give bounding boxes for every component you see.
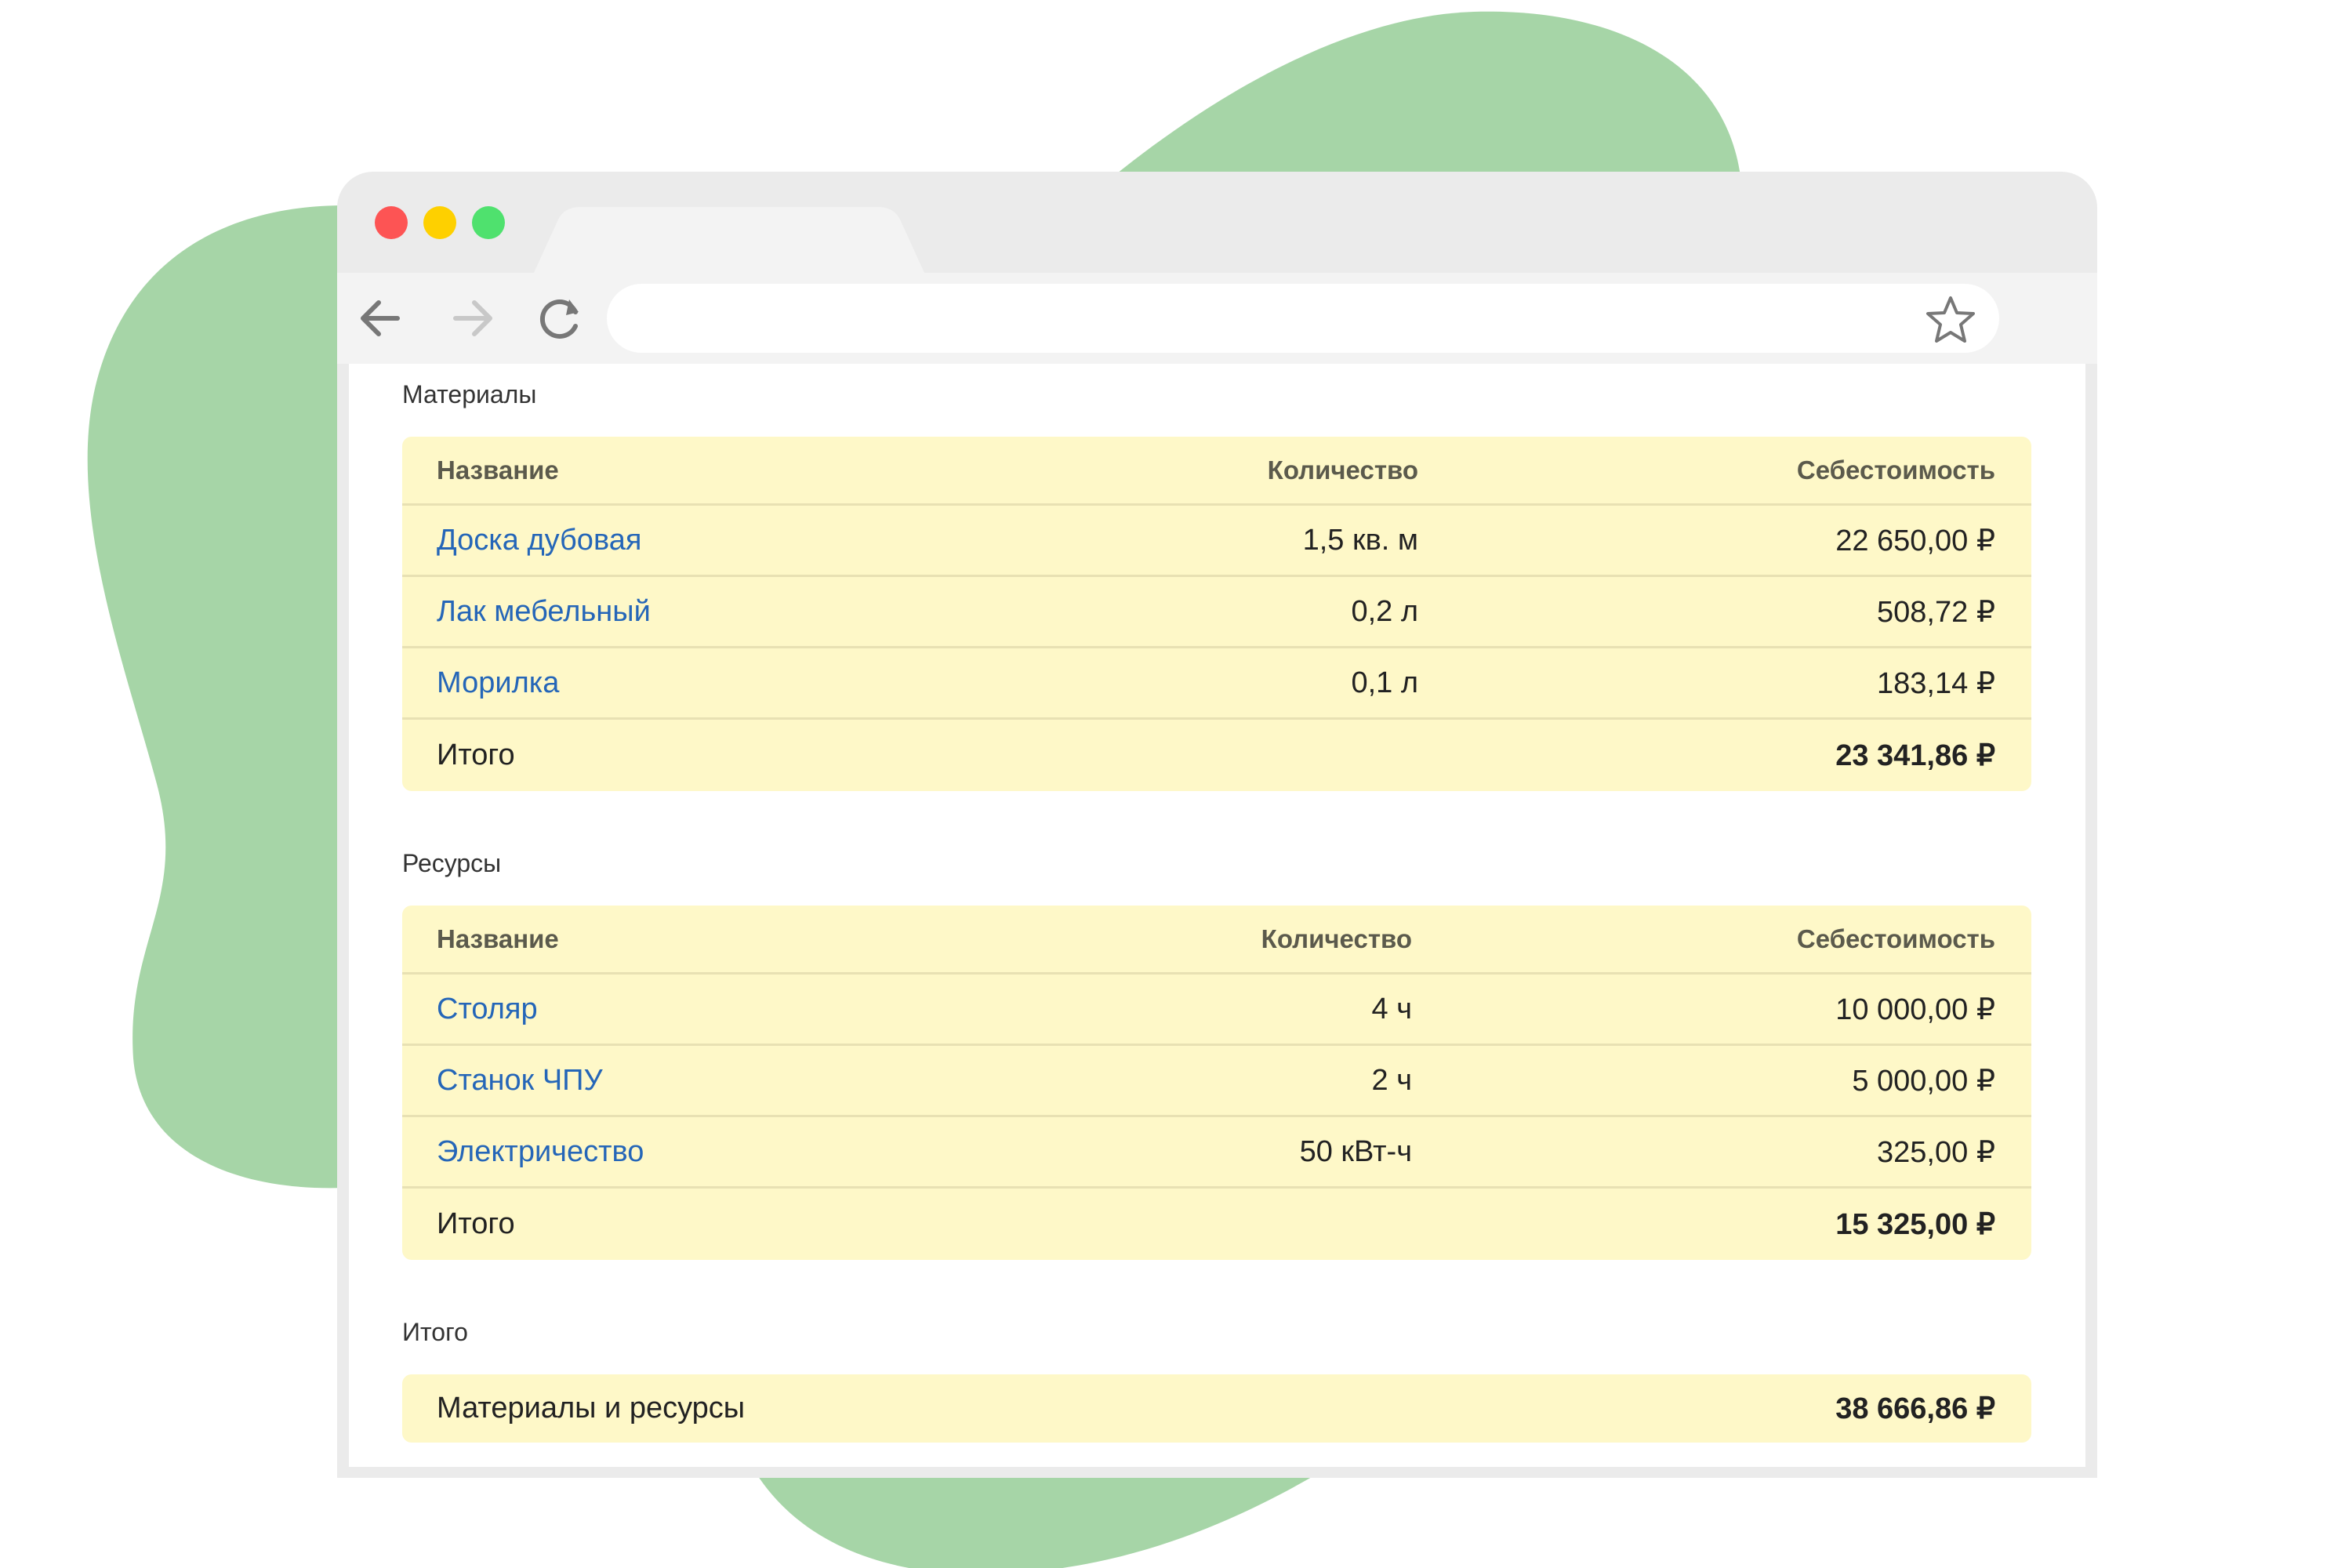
materials-title: Материалы [402, 380, 537, 408]
blob-top [1113, 11, 1740, 176]
item-qty: 2 ч [1371, 1063, 1413, 1097]
header-cost: Себестоимость [1796, 455, 1995, 485]
browser-tab[interactable] [533, 205, 925, 276]
table-row: Морилка 0,1 л 183,14 ₽ [402, 648, 2031, 720]
item-qty: 0,1 л [1351, 666, 1418, 699]
item-link[interactable]: Станок ЧПУ [437, 1063, 603, 1097]
item-link[interactable]: Лак мебельный [437, 594, 651, 628]
item-link[interactable]: Электричество [437, 1134, 644, 1168]
resources-title: Ресурсы [402, 849, 502, 877]
star-icon[interactable] [1926, 295, 1976, 345]
total-label: Итого [437, 1207, 515, 1240]
maximize-window-button[interactable] [472, 206, 505, 239]
summary-table: Материалы и ресурсы 38 666,86 ₽ [402, 1374, 2031, 1443]
reload-icon[interactable] [538, 295, 585, 342]
header-qty: Количество [1261, 924, 1412, 953]
blob-bottom [757, 1474, 1317, 1568]
total-label: Итого [437, 739, 515, 771]
back-arrow-icon[interactable] [357, 295, 404, 342]
item-cost: 10 000,00 ₽ [1835, 993, 1995, 1026]
summary-label: Материалы и ресурсы [437, 1392, 746, 1425]
summary-title: Итого [402, 1318, 468, 1346]
total-row: Итого 23 341,86 ₽ [402, 720, 2031, 791]
header-qty: Количество [1267, 455, 1418, 485]
header-name: Название [437, 924, 559, 953]
summary-cost: 38 666,86 ₽ [1835, 1392, 1995, 1425]
total-cost: 15 325,00 ₽ [1835, 1208, 1995, 1241]
item-cost: 183,14 ₽ [1877, 666, 1995, 700]
item-qty: 0,2 л [1351, 594, 1418, 628]
total-cost: 23 341,86 ₽ [1835, 739, 1995, 772]
address-bar[interactable] [607, 284, 1999, 353]
header-cost: Себестоимость [1796, 924, 1995, 953]
table-row: Доска дубовая 1,5 кв. м 22 650,00 ₽ [402, 506, 2031, 577]
item-link[interactable]: Столяр [437, 992, 538, 1025]
item-cost: 508,72 ₽ [1877, 595, 1995, 629]
item-link[interactable]: Морилка [437, 666, 560, 699]
minimize-window-button[interactable] [423, 206, 456, 239]
table-row: Лак мебельный 0,2 л 508,72 ₽ [402, 577, 2031, 648]
item-qty: 1,5 кв. м [1302, 523, 1418, 557]
item-qty: 50 кВт-ч [1299, 1134, 1412, 1168]
close-window-button[interactable] [375, 206, 408, 239]
total-row: Итого 15 325,00 ₽ [402, 1189, 2031, 1260]
table-row: Станок ЧПУ 2 ч 5 000,00 ₽ [402, 1046, 2031, 1117]
blob-left [87, 205, 345, 1189]
table-header: Название Количество Себестоимость [402, 437, 2031, 506]
summary-row: Материалы и ресурсы 38 666,86 ₽ [402, 1374, 2031, 1443]
table-row: Электричество 50 кВт-ч 325,00 ₽ [402, 1117, 2031, 1189]
item-link[interactable]: Доска дубовая [437, 523, 642, 557]
item-qty: 4 ч [1371, 992, 1413, 1025]
table-header: Название Количество Себестоимость [402, 906, 2031, 975]
materials-table: Название Количество Себестоимость Доска … [402, 437, 2031, 791]
item-cost: 5 000,00 ₽ [1852, 1064, 1995, 1098]
table-row: Столяр 4 ч 10 000,00 ₽ [402, 975, 2031, 1046]
forward-arrow-icon[interactable] [449, 295, 496, 342]
item-cost: 22 650,00 ₽ [1835, 524, 1995, 557]
resources-table: Название Количество Себестоимость Столяр… [402, 906, 2031, 1260]
item-cost: 325,00 ₽ [1877, 1135, 1995, 1169]
header-name: Название [437, 455, 559, 485]
